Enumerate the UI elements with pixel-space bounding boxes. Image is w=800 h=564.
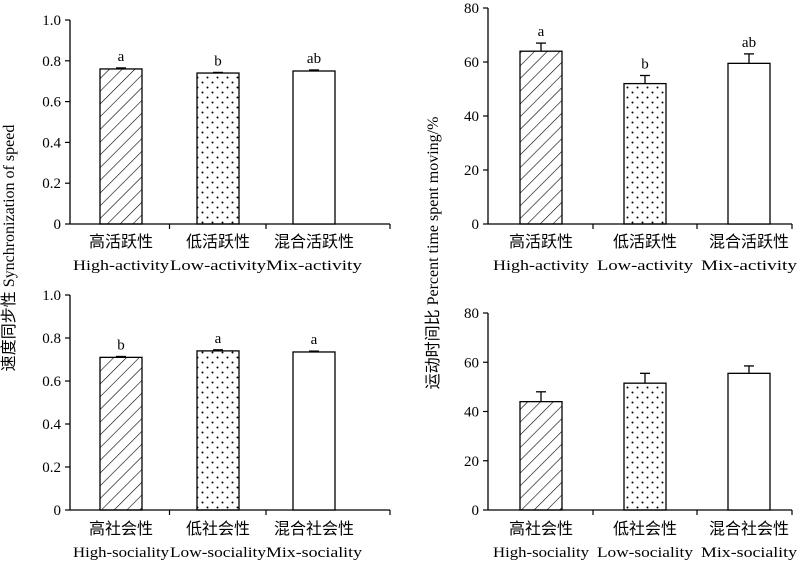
y-tick-label: 0.4: [42, 135, 61, 151]
category-label-en: Mix-sociality: [701, 545, 798, 561]
category-label-en: High-sociality: [73, 545, 170, 561]
significance-label: a: [538, 24, 545, 40]
y-tick-label: 0.8: [42, 54, 61, 70]
category-label-cn: 低社会性: [186, 520, 250, 538]
category-label-en: Low-activity: [170, 258, 267, 274]
category-label-en: High-activity: [493, 258, 590, 274]
y-tick-label: 0: [54, 503, 62, 519]
category-label-en: High-activity: [73, 258, 170, 274]
significance-label: ab: [742, 35, 756, 51]
bar-mix-sociality: [292, 351, 336, 511]
bar-low-sociality: [623, 382, 667, 511]
y-tick-label: 80: [464, 306, 479, 322]
chart-panel-bottom-right: 0 20 40 60 80 高社会性 High-sociality 低社会性 Low-socia…: [464, 306, 798, 561]
chart-panel-top-left: 0 0.2 0.4 0.6 0.8 1.0 a 高活跃性 High-activity b 低活跃性 L…: [42, 13, 391, 274]
y-tick-label: 0.6: [42, 374, 61, 390]
category-label-cn: 混合活跃性: [274, 233, 354, 251]
category-label-en: Mix-activity: [701, 258, 798, 274]
right-y-axis-label: 运动时间比 Percent time spent moving/%: [424, 117, 442, 390]
y-tick-label: 40: [464, 405, 479, 421]
y-tick-label: 1.0: [42, 288, 61, 304]
y-tick-label: 0.2: [42, 460, 61, 476]
significance-label: a: [118, 49, 125, 65]
bar-high-sociality: [519, 400, 563, 511]
chart-panel-bottom-left: 0 0.2 0.4 0.6 0.8 1.0 b 高社会性 High-sociality a 低社会性…: [42, 288, 391, 561]
y-tick-label: 0.8: [42, 331, 61, 347]
y-tick-label: 0.2: [42, 176, 61, 192]
category-label-en: Low-sociality: [597, 545, 694, 561]
bar-high-activity: [519, 50, 563, 225]
y-tick-label: 0.6: [42, 95, 61, 111]
category-label-cn: 低社会性: [613, 520, 677, 538]
y-tick-label: 20: [464, 454, 479, 470]
significance-label: a: [215, 331, 222, 347]
bar-low-sociality: [196, 350, 240, 511]
y-tick-label: 80: [464, 1, 479, 17]
bar-low-activity: [623, 82, 667, 225]
bar-mix-activity: [292, 70, 336, 225]
category-label-en: Mix-activity: [266, 258, 363, 274]
category-label-cn: 高社会性: [89, 520, 153, 538]
y-tick-label: 60: [464, 55, 479, 71]
y-tick-label: 1.0: [42, 13, 61, 29]
chart-panel-top-right: 0 20 40 60 80 a 高活跃性 High-activity b 低活跃性 Low-acti…: [464, 1, 798, 274]
y-tick-label: 0: [54, 217, 62, 233]
bar-mix-activity: [727, 62, 771, 225]
category-label-en: High-sociality: [493, 545, 590, 561]
significance-label: b: [641, 57, 649, 73]
significance-label: a: [311, 332, 318, 348]
y-tick-label: 0: [472, 217, 480, 233]
category-label-en: Mix-sociality: [266, 545, 363, 561]
significance-label: b: [117, 337, 125, 353]
bar-high-activity: [99, 68, 143, 225]
category-label-cn: 混合社会性: [709, 520, 789, 538]
category-label-cn: 混合社会性: [274, 520, 354, 538]
y-tick-label: 0.4: [42, 417, 61, 433]
category-label-en: Low-activity: [597, 258, 694, 274]
y-tick-label: 0: [472, 503, 480, 519]
category-label-cn: 低活跃性: [186, 233, 250, 251]
significance-label: b: [214, 53, 222, 69]
significance-label: ab: [307, 51, 321, 67]
y-tick-label: 40: [464, 109, 479, 125]
category-label-cn: 低活跃性: [613, 233, 677, 251]
category-label-cn: 混合活跃性: [709, 233, 789, 251]
category-label-en: Low-sociality: [170, 545, 267, 561]
category-label-cn: 高活跃性: [89, 233, 153, 251]
left-y-axis-label: 速度同步性 Synchronization of speed: [0, 125, 18, 372]
category-label-cn: 高活跃性: [509, 233, 573, 251]
bar-mix-sociality: [727, 372, 771, 511]
category-label-cn: 高社会性: [509, 520, 573, 538]
bar-high-sociality: [99, 356, 143, 511]
bar-low-activity: [196, 72, 240, 225]
y-tick-label: 20: [464, 163, 479, 179]
y-tick-label: 60: [464, 355, 479, 371]
